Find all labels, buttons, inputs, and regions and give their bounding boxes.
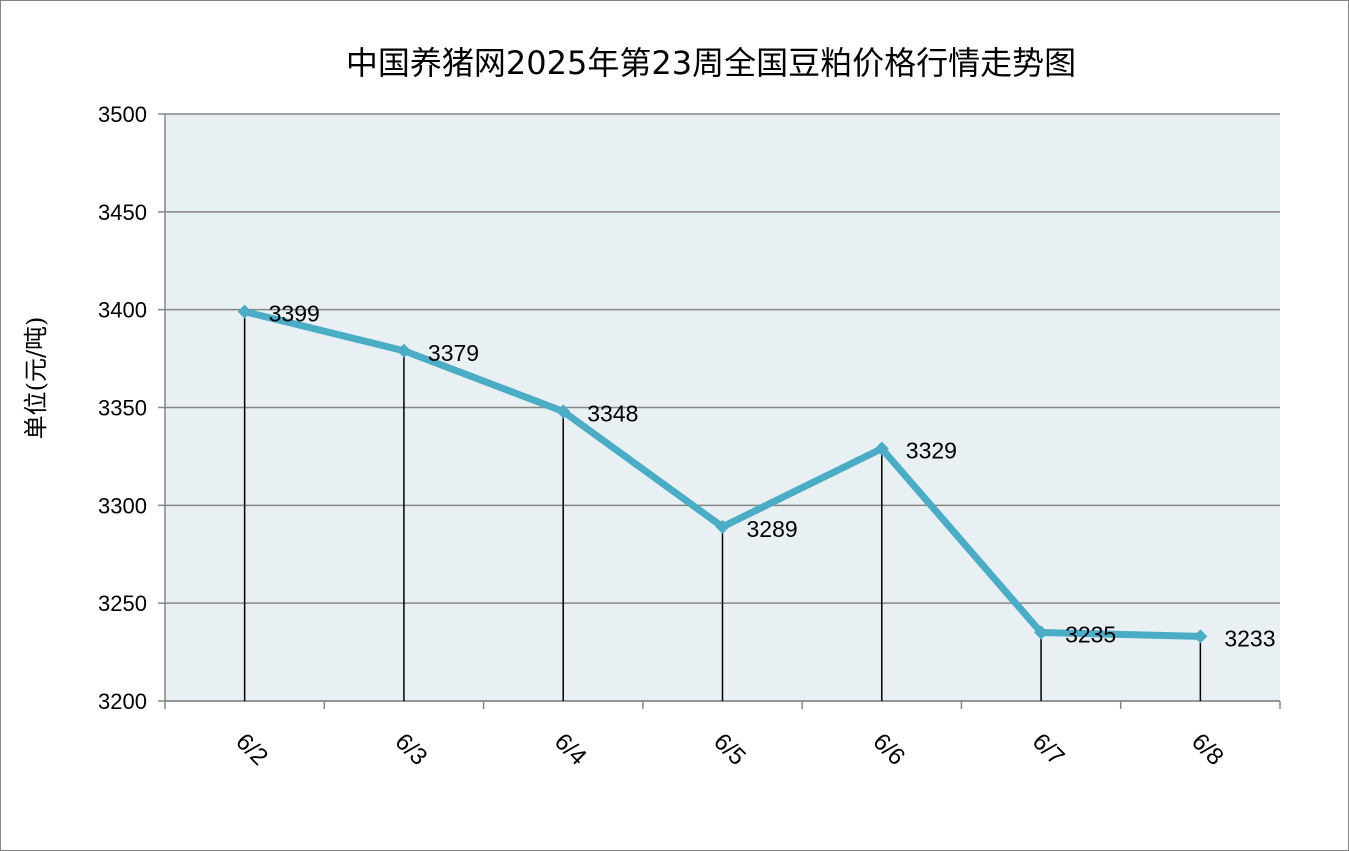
data-point-6/6 <box>874 441 889 456</box>
data-point-6/8 <box>1193 629 1208 644</box>
x-tick-label: 6/7 <box>1027 728 1070 771</box>
x-tick-label: 6/4 <box>549 728 592 771</box>
y-tick-label: 3400 <box>98 298 147 323</box>
data-label-6/2: 3399 <box>269 301 320 327</box>
data-point-6/3 <box>396 343 411 358</box>
x-tick-label: 6/3 <box>390 728 433 771</box>
y-axis-label: 单位(元/吨) <box>22 317 50 440</box>
y-tick-label: 3500 <box>98 102 147 127</box>
data-label-6/8: 3233 <box>1224 625 1275 651</box>
y-tick-label: 3350 <box>98 396 147 421</box>
data-label-6/3: 3379 <box>428 340 479 366</box>
data-point-6/4 <box>556 404 571 419</box>
y-tick-label: 3250 <box>98 591 147 616</box>
data-point-6/5 <box>715 519 730 534</box>
data-label-6/5: 3289 <box>747 516 798 542</box>
y-tick-label: 3450 <box>98 200 147 225</box>
data-label-6/7: 3235 <box>1065 622 1116 648</box>
x-tick-label: 6/8 <box>1186 728 1229 771</box>
data-point-6/7 <box>1034 625 1049 640</box>
y-tick-label: 3200 <box>98 689 147 714</box>
chart-title: 中国养猪网2025年第23周全国豆粕价格行情走势图 <box>345 44 1077 82</box>
data-label-6/6: 3329 <box>906 438 957 464</box>
y-tick-label: 3300 <box>98 493 147 518</box>
data-point-6/2 <box>237 304 252 319</box>
data-label-6/4: 3348 <box>587 400 638 426</box>
x-tick-label: 6/6 <box>868 728 911 771</box>
x-tick-label: 6/2 <box>230 728 273 771</box>
x-tick-label: 6/5 <box>708 728 751 771</box>
